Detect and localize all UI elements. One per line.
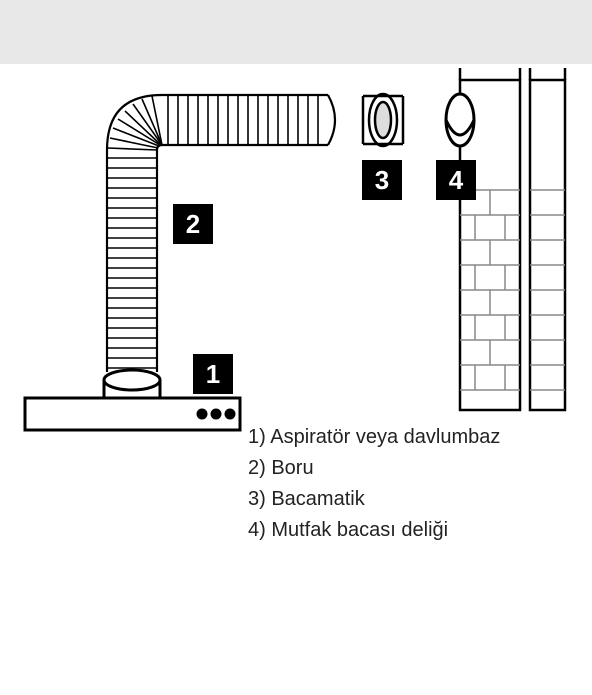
legend-row-1: 1) Aspiratör veya davlumbaz — [248, 422, 500, 453]
legend: 1) Aspiratör veya davlumbaz 2) Boru 3) B… — [248, 422, 500, 546]
label-box-1: 1 — [193, 354, 233, 394]
label-1-text: 1 — [206, 359, 220, 390]
label-2-text: 2 — [186, 209, 200, 240]
legend-row-2: 2) Boru — [248, 453, 500, 484]
installation-diagram — [0, 0, 592, 695]
wall-section — [446, 68, 565, 410]
wall-vent — [446, 94, 474, 146]
label-box-3: 3 — [362, 160, 402, 200]
legend-row-4: 4) Mutfak bacası deliği — [248, 515, 500, 546]
label-box-4: 4 — [436, 160, 476, 200]
legend-row-3: 3) Bacamatik — [248, 484, 500, 515]
flex-pipe — [107, 95, 335, 372]
damper-ring — [363, 94, 403, 146]
label-4-text: 4 — [449, 165, 463, 196]
label-box-2: 2 — [173, 204, 213, 244]
label-3-text: 3 — [375, 165, 389, 196]
